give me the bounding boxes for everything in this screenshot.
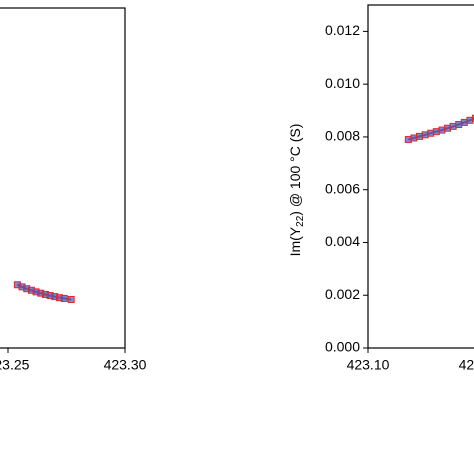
x-tick-label: 423.25 bbox=[0, 357, 30, 373]
x-tick-label: 423.10 bbox=[347, 357, 390, 373]
data-point bbox=[67, 296, 75, 304]
plot-frame bbox=[367, 4, 474, 349]
y-label-sub: 22 bbox=[295, 215, 306, 227]
y-tick-label: 0.000 bbox=[325, 339, 360, 355]
x-tick-label: 423.30 bbox=[104, 357, 147, 373]
data-point bbox=[472, 114, 474, 122]
y-tick-label: 0.008 bbox=[325, 128, 360, 144]
y-label-part: ) @ 100 °C (S) bbox=[287, 124, 303, 216]
y-tick-label: 0.012 bbox=[325, 22, 360, 38]
y-label-part: Im(Y bbox=[287, 226, 303, 256]
y-tick-label: 0.010 bbox=[325, 75, 360, 91]
y-axis-label: Im(Y22) @ 100 °C (S) bbox=[287, 124, 306, 257]
data-point bbox=[60, 294, 68, 302]
y-tick-label: 0.004 bbox=[325, 233, 360, 249]
y-tick-label: 0.006 bbox=[325, 180, 360, 196]
x-tick-label: 423.15 bbox=[459, 357, 474, 373]
y-tick-label: 0.002 bbox=[325, 286, 360, 302]
